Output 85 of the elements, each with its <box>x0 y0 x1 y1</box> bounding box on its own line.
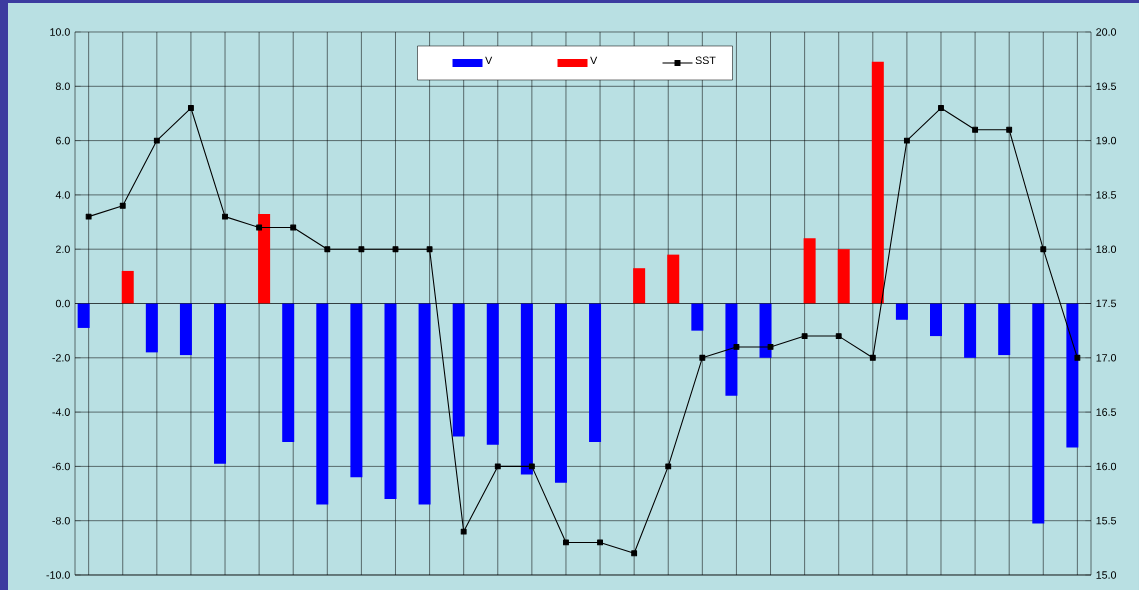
y2-tick-label: 17.5 <box>1096 299 1117 308</box>
y2-tick-label: 17.0 <box>1096 354 1117 362</box>
point <box>1074 354 1081 361</box>
point <box>426 246 433 253</box>
bar <box>589 303 602 442</box>
bar <box>452 303 465 437</box>
point <box>290 224 297 231</box>
point <box>699 354 706 361</box>
y2-tick-label: 18.0 <box>1096 245 1117 253</box>
y2-tick-label: 19.5 <box>1096 82 1117 91</box>
point <box>1040 246 1047 253</box>
bar <box>316 303 329 505</box>
y2-tick-label: 16.5 <box>1096 408 1117 416</box>
point <box>528 463 535 470</box>
y2-tick-label: 15.5 <box>1096 516 1117 525</box>
point <box>256 224 263 231</box>
bar <box>554 303 567 483</box>
bar <box>691 303 704 331</box>
point <box>119 202 126 209</box>
bar <box>633 268 646 304</box>
y2-tick-label: 20.0 <box>1096 28 1117 36</box>
y2-tick-label: 18.5 <box>1096 191 1117 199</box>
point <box>392 246 399 253</box>
y-tick-label: 4.0 <box>55 191 70 199</box>
bar <box>998 303 1011 356</box>
point <box>222 213 228 220</box>
bar <box>520 303 533 475</box>
bar <box>77 303 90 328</box>
point <box>187 105 194 111</box>
point <box>358 246 365 253</box>
point <box>153 137 160 144</box>
y2-tick-label: 16.0 <box>1096 462 1117 471</box>
bar <box>1066 303 1079 448</box>
bar <box>282 303 295 442</box>
bar <box>179 303 192 356</box>
point <box>903 137 910 144</box>
y-tick-label: 8.0 <box>55 82 70 91</box>
y2-tick-label: 15.0 <box>1096 571 1117 579</box>
bar <box>350 303 363 478</box>
point <box>767 344 774 350</box>
point <box>324 246 331 253</box>
bar <box>384 303 397 499</box>
point <box>460 528 467 535</box>
bar <box>418 303 431 505</box>
point <box>631 550 638 557</box>
y-tick-label: 0.0 <box>55 299 70 308</box>
y-tick-label: -2.0 <box>52 354 70 362</box>
bar <box>725 303 738 396</box>
bar <box>667 254 680 304</box>
y-tick-label: 6.0 <box>56 136 70 145</box>
point <box>801 333 808 340</box>
y-tick-label: -10.0 <box>46 571 70 579</box>
point <box>869 354 876 361</box>
point <box>938 105 944 111</box>
point <box>1006 126 1013 133</box>
bar <box>803 238 816 304</box>
bar <box>258 213 271 304</box>
bar <box>145 303 158 353</box>
point <box>494 463 501 470</box>
y-tick-label: 2.0 <box>56 245 70 253</box>
point <box>597 539 603 546</box>
bar <box>121 270 134 304</box>
legend-label: V <box>590 56 598 64</box>
y-tick-label: -8.0 <box>52 516 70 525</box>
point <box>563 539 569 546</box>
point <box>972 126 979 133</box>
point <box>665 463 672 470</box>
bar <box>871 61 884 304</box>
point <box>85 213 92 220</box>
y2-tick-label: 19.0 <box>1096 136 1117 145</box>
bar <box>837 249 850 304</box>
bar <box>214 303 227 464</box>
bar <box>895 303 908 320</box>
legend-label: SST <box>695 56 716 65</box>
legend-label: V <box>485 56 493 64</box>
bar <box>930 303 942 337</box>
y-tick-label: -4.0 <box>52 408 70 416</box>
y-tick-label: 10.0 <box>50 28 70 36</box>
y-tick-label: -6.0 <box>52 462 70 471</box>
point <box>835 333 842 340</box>
bar <box>1032 303 1045 524</box>
bar <box>759 303 772 358</box>
point <box>733 344 740 350</box>
bar <box>964 303 977 358</box>
bar <box>486 303 499 445</box>
